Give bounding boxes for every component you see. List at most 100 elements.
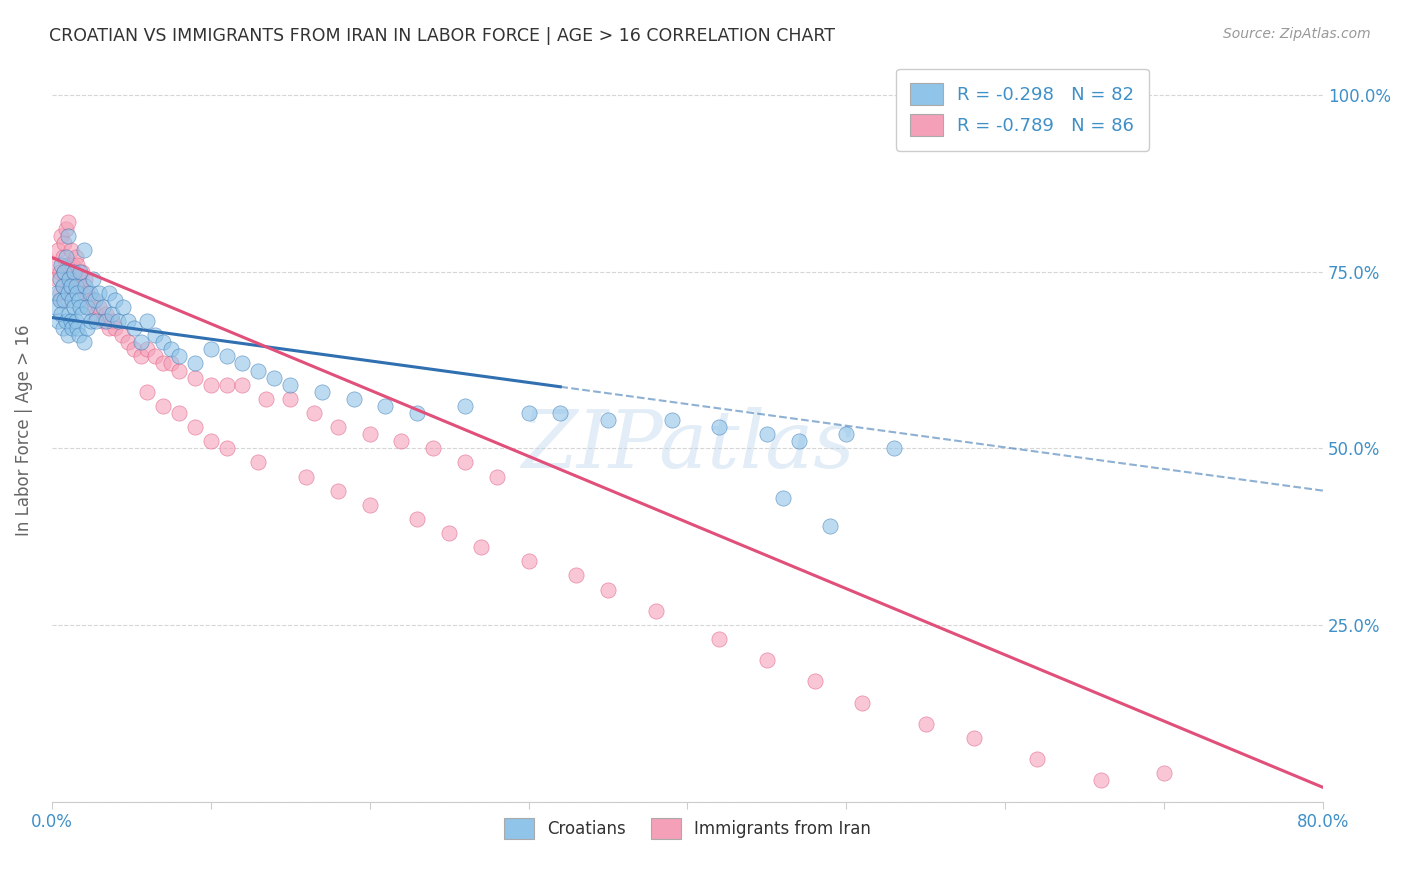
- Point: [326, 420, 349, 434]
- Point: [112, 300, 135, 314]
- Point: [302, 406, 325, 420]
- Point: [215, 377, 238, 392]
- Point: [84, 314, 107, 328]
- Point: [97, 321, 120, 335]
- Point: [359, 498, 381, 512]
- Point: [129, 335, 152, 350]
- Point: [167, 363, 190, 377]
- Point: [89, 300, 111, 314]
- Point: [454, 455, 477, 469]
- Point: [58, 271, 80, 285]
- Point: [550, 406, 572, 420]
- Point: [143, 350, 166, 364]
- Point: [167, 350, 190, 364]
- Point: [67, 328, 90, 343]
- Point: [117, 335, 139, 350]
- Point: [56, 229, 79, 244]
- Point: [215, 442, 238, 456]
- Point: [69, 264, 91, 278]
- Point: [58, 307, 80, 321]
- Point: [851, 696, 873, 710]
- Point: [59, 314, 82, 328]
- Point: [117, 314, 139, 328]
- Point: [107, 314, 129, 328]
- Text: Source: ZipAtlas.com: Source: ZipAtlas.com: [1223, 27, 1371, 41]
- Point: [311, 384, 333, 399]
- Point: [454, 399, 477, 413]
- Point: [326, 483, 349, 498]
- Point: [69, 278, 91, 293]
- Point: [517, 554, 540, 568]
- Point: [787, 434, 810, 449]
- Point: [111, 328, 134, 343]
- Point: [152, 356, 174, 370]
- Point: [53, 264, 76, 278]
- Point: [46, 244, 69, 258]
- Point: [79, 300, 101, 314]
- Point: [247, 363, 270, 377]
- Y-axis label: In Labor Force | Age > 16: In Labor Force | Age > 16: [15, 325, 32, 536]
- Point: [374, 399, 396, 413]
- Point: [1153, 766, 1175, 780]
- Point: [56, 258, 79, 272]
- Point: [62, 321, 84, 335]
- Point: [59, 278, 82, 293]
- Point: [803, 674, 825, 689]
- Point: [75, 271, 97, 285]
- Point: [70, 264, 93, 278]
- Point: [82, 293, 104, 307]
- Point: [52, 278, 75, 293]
- Point: [83, 293, 105, 307]
- Point: [76, 321, 98, 335]
- Point: [136, 343, 159, 357]
- Point: [661, 413, 683, 427]
- Point: [129, 350, 152, 364]
- Point: [89, 285, 111, 300]
- Point: [136, 314, 159, 328]
- Point: [184, 370, 207, 384]
- Legend: Croatians, Immigrants from Iran: Croatians, Immigrants from Iran: [498, 812, 877, 846]
- Point: [48, 285, 70, 300]
- Text: CROATIAN VS IMMIGRANTS FROM IRAN IN LABOR FORCE | AGE > 16 CORRELATION CHART: CROATIAN VS IMMIGRANTS FROM IRAN IN LABO…: [49, 27, 835, 45]
- Point: [470, 540, 492, 554]
- Point: [152, 399, 174, 413]
- Point: [56, 328, 79, 343]
- Point: [231, 377, 253, 392]
- Point: [91, 300, 114, 314]
- Point: [56, 285, 79, 300]
- Point: [72, 244, 94, 258]
- Point: [200, 434, 222, 449]
- Point: [52, 278, 75, 293]
- Point: [51, 258, 73, 272]
- Point: [755, 427, 778, 442]
- Point: [69, 300, 91, 314]
- Point: [644, 604, 666, 618]
- Point: [62, 258, 84, 272]
- Point: [65, 278, 87, 293]
- Point: [124, 343, 146, 357]
- Point: [820, 519, 842, 533]
- Point: [254, 392, 277, 406]
- Point: [53, 236, 76, 251]
- Point: [295, 469, 318, 483]
- Point: [67, 293, 90, 307]
- Point: [389, 434, 412, 449]
- Point: [200, 377, 222, 392]
- Point: [143, 328, 166, 343]
- Point: [104, 293, 127, 307]
- Point: [406, 512, 429, 526]
- Point: [104, 321, 127, 335]
- Point: [75, 278, 97, 293]
- Point: [80, 314, 103, 328]
- Point: [44, 258, 66, 272]
- Point: [184, 420, 207, 434]
- Point: [76, 300, 98, 314]
- Point: [914, 716, 936, 731]
- Point: [962, 731, 984, 745]
- Point: [48, 271, 70, 285]
- Point: [596, 582, 619, 597]
- Point: [55, 251, 77, 265]
- Point: [167, 406, 190, 420]
- Point: [160, 356, 183, 370]
- Point: [51, 293, 73, 307]
